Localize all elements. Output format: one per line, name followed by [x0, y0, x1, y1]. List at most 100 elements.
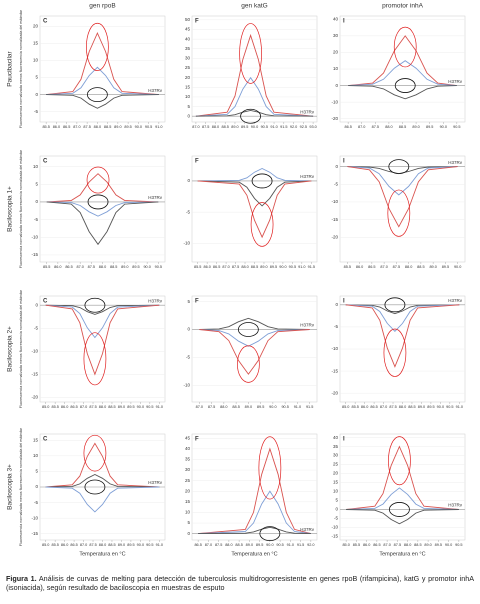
- highlight-red: [86, 22, 109, 71]
- x-tick-label: 86.5: [70, 543, 77, 547]
- x-tick-label: 88.5: [110, 265, 117, 269]
- y-axis-label: Fluorescencia normalizada menos fluoresc…: [19, 289, 23, 408]
- y-tick-label: 5: [35, 469, 38, 474]
- y-tick-label: 0: [335, 302, 338, 307]
- melt-curve: [345, 304, 460, 368]
- x-tick-label: 89.5: [257, 405, 264, 409]
- melt-curve: [46, 173, 159, 203]
- highlight-black: [384, 297, 406, 313]
- x-tick-label: 87.0: [80, 543, 87, 547]
- y-tick-label: 15: [185, 499, 191, 504]
- x-tick-label: 89.5: [132, 265, 139, 269]
- panel-letter: I: [343, 437, 345, 443]
- x-tick-label: 87.0: [383, 543, 390, 547]
- plot-frame: [39, 15, 166, 123]
- x-tick-label: 88.5: [222, 125, 229, 129]
- y-tick-label: 30: [333, 33, 339, 38]
- x-tick-label: 89.0: [412, 125, 419, 129]
- melt-curve: [45, 304, 160, 315]
- highlight-red: [250, 202, 274, 247]
- y-tick-label: -5: [186, 209, 190, 214]
- y-tick-label: -20: [331, 234, 338, 239]
- x-tick-label: 91.5: [308, 265, 315, 269]
- annotation: H37Rv: [448, 298, 463, 303]
- x-tick-label: 91.0: [155, 125, 162, 129]
- y-axis-label: Fluorescencia normalizada menos fluoresc…: [19, 9, 23, 128]
- x-tick-label: 87.0: [358, 125, 365, 129]
- x-tick-label: 87.0: [222, 265, 229, 269]
- x-tick-label: 86.0: [61, 543, 68, 547]
- y-tick-label: -10: [331, 346, 338, 351]
- caption-label: Figura 1.: [6, 574, 37, 583]
- x-tick-label: 90.0: [454, 265, 461, 269]
- x-tick-label: 89.0: [231, 125, 238, 129]
- y-tick-label: 20: [33, 23, 39, 28]
- x-tick-label: 87.0: [192, 125, 199, 129]
- melt-curve: [195, 76, 314, 117]
- x-tick-label: 90.0: [251, 125, 258, 129]
- y-tick-label: -15: [31, 252, 38, 257]
- x-tick-label: 86.0: [361, 405, 368, 409]
- y-tick-label: 0: [335, 164, 338, 169]
- y-tick-label: -10: [183, 240, 190, 245]
- x-tick-label: 92.0: [290, 125, 297, 129]
- melt-curve: [346, 509, 459, 525]
- melt-curve: [348, 85, 457, 100]
- y-tick-label: -10: [31, 515, 38, 520]
- x-tick-label: 87.5: [394, 543, 401, 547]
- y-tick-label: 10: [33, 58, 39, 63]
- panel-letter: C: [43, 299, 48, 305]
- y-tick-label: 15: [185, 84, 191, 89]
- y-tick-label: 10: [33, 453, 39, 458]
- y-tick-label: 5: [187, 299, 190, 304]
- x-tick-label: 85.5: [344, 265, 351, 269]
- annotation: H37Rv: [148, 480, 163, 485]
- y-tick-label: -20: [331, 116, 338, 121]
- x-tick-label: 85.0: [42, 405, 49, 409]
- x-tick-label: 88.5: [108, 543, 115, 547]
- y-tick-label: -10: [331, 525, 338, 530]
- caption: Figura 1. Análisis de curvas de melting …: [6, 574, 474, 592]
- x-tick-label: 88.0: [399, 405, 406, 409]
- panel-letter: C: [43, 159, 48, 165]
- y-tick-label: 10: [185, 94, 191, 99]
- y-axis-label: Fluorescencia normalizada menos fluoresc…: [19, 149, 23, 268]
- x-tick-label: 85.5: [351, 405, 358, 409]
- annotation: H37Rv: [300, 527, 315, 532]
- x-axis-label: Temperatura en °C: [231, 551, 277, 557]
- melt-curve: [45, 486, 160, 513]
- y-tick-label: 10: [33, 164, 39, 169]
- y-tick-label: 20: [333, 50, 339, 55]
- highlight-black: [240, 108, 261, 124]
- highlight-black: [389, 502, 410, 517]
- figure: gen rpoB gen katG promotor inhA Paucibacila…: [7, 3, 466, 557]
- melt-curve: [197, 180, 312, 207]
- x-tick-label: 86.0: [203, 265, 210, 269]
- melt-curve: [199, 329, 310, 347]
- x-tick-label: 88.0: [405, 265, 412, 269]
- melt-curve: [346, 445, 459, 510]
- melt-curve: [345, 304, 460, 332]
- highlight-black: [251, 173, 273, 189]
- y-tick-label: 10: [333, 489, 339, 494]
- melt-curve: [46, 201, 159, 217]
- row-label: Baciloscopia 3+: [7, 464, 14, 510]
- melt-curve: [45, 304, 160, 376]
- panel-letter: F: [195, 159, 199, 165]
- x-tick-label: 86.0: [53, 125, 60, 129]
- highlight-black: [394, 78, 416, 93]
- x-tick-label: 85.5: [194, 265, 201, 269]
- x-tick-label: 93.0: [309, 125, 316, 129]
- x-tick-label: 89.0: [260, 265, 267, 269]
- column-header: promotor inhA: [382, 3, 423, 10]
- x-tick-label: 89.0: [114, 125, 121, 129]
- x-tick-label: 90.0: [279, 265, 286, 269]
- y-tick-label: 5: [187, 520, 190, 525]
- x-tick-label: 88.0: [404, 543, 411, 547]
- y-tick-label: 0: [187, 327, 190, 332]
- x-tick-label: 90.0: [137, 543, 144, 547]
- x-tick-label: 88.0: [385, 125, 392, 129]
- y-tick-label: 40: [333, 17, 339, 22]
- x-tick-label: 88.5: [414, 543, 421, 547]
- x-tick-label: 90.5: [289, 265, 296, 269]
